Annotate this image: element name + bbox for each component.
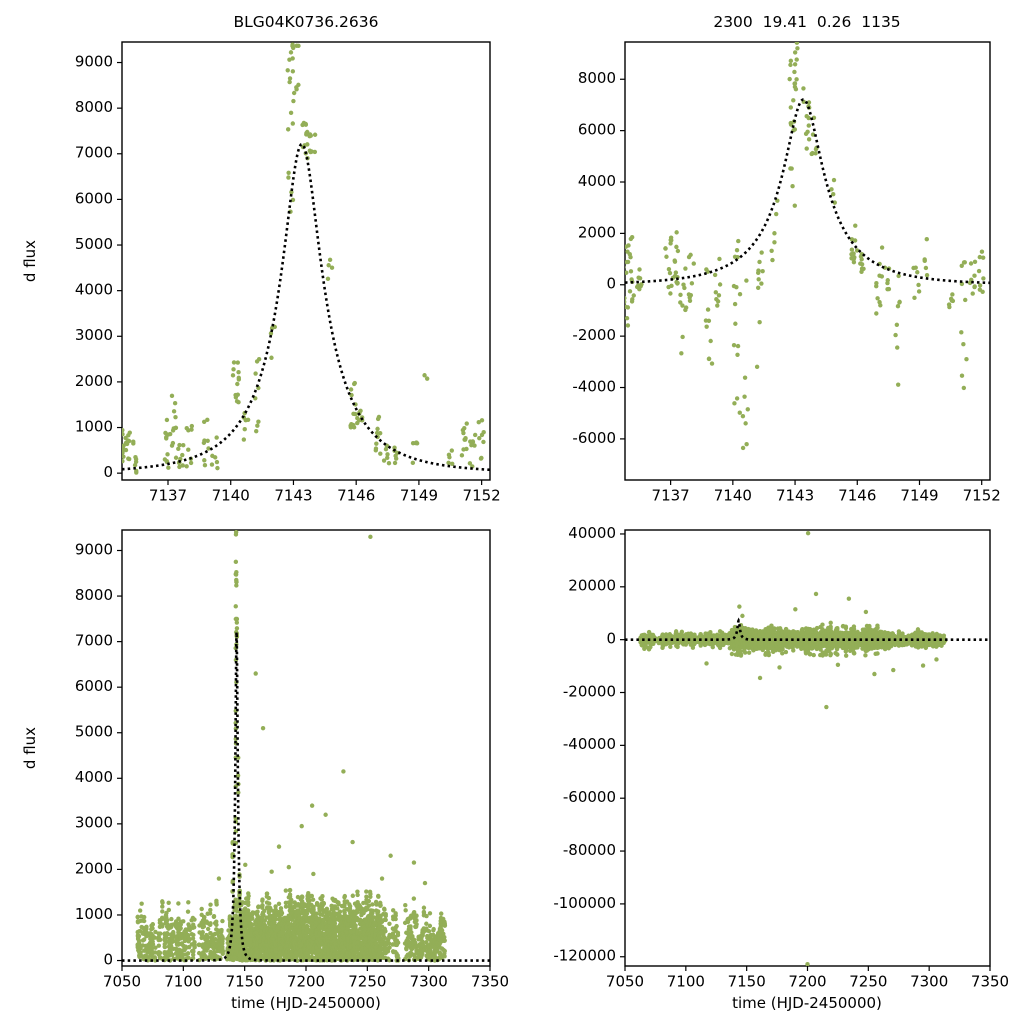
panel-bottom-left-ylabel: d flux: [21, 726, 39, 770]
panel-top-left-ylabel: d flux: [21, 239, 39, 283]
panel-top-right-title: 2300 19.41 0.26 1135: [713, 13, 901, 31]
panel-bottom-right-xlabel: time (HJD-2450000): [732, 994, 882, 1012]
panel-top-left-title: BLG04K0736.2636: [233, 13, 379, 31]
panel-bottom-left-xlabel: time (HJD-2450000): [231, 994, 381, 1012]
